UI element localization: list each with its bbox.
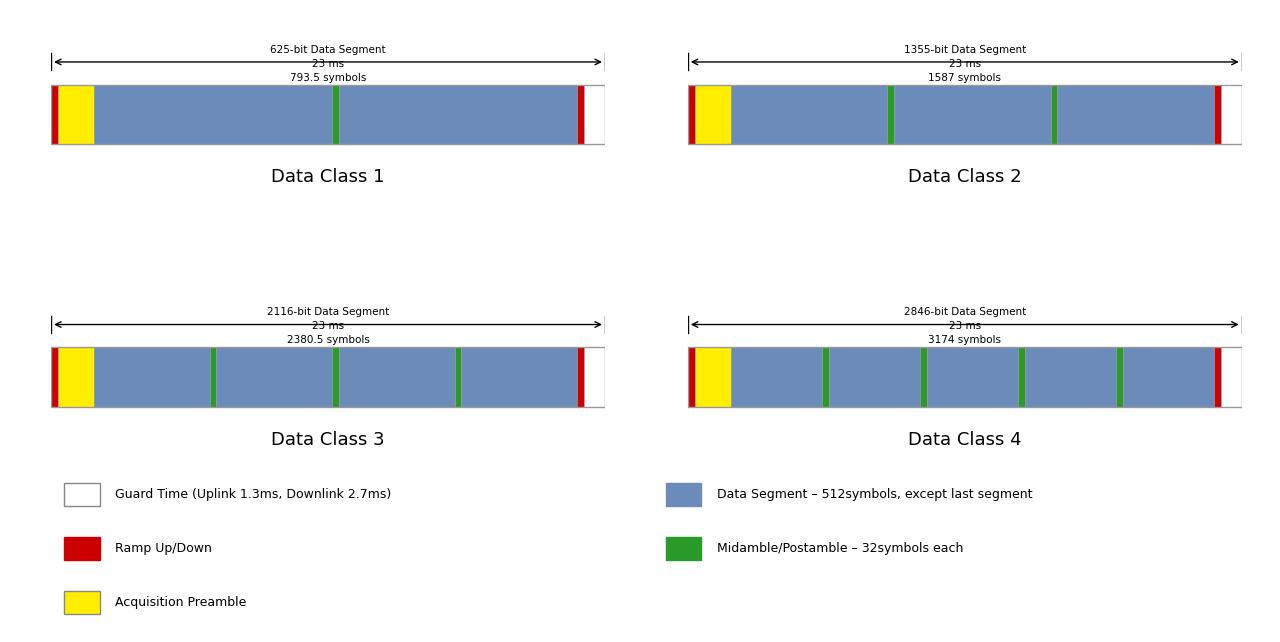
Bar — [1051, 85, 1057, 144]
Bar — [822, 347, 828, 407]
Text: 2846-bit Data Segment
23 ms
3174 symbols: 2846-bit Data Segment 23 ms 3174 symbols — [904, 308, 1025, 345]
Bar — [731, 347, 822, 407]
Bar — [51, 347, 605, 407]
Bar — [64, 591, 100, 614]
Bar — [1213, 85, 1221, 144]
Bar — [687, 347, 1242, 407]
Bar — [339, 85, 577, 144]
Bar — [666, 483, 701, 507]
Bar — [687, 347, 695, 407]
Bar — [731, 85, 887, 144]
Text: Data Class 3: Data Class 3 — [271, 431, 385, 449]
Bar — [1018, 347, 1024, 407]
Text: 2116-bit Data Segment
23 ms
2380.5 symbols: 2116-bit Data Segment 23 ms 2380.5 symbo… — [268, 308, 389, 345]
Bar — [58, 347, 93, 407]
Bar — [893, 85, 1051, 144]
Bar — [1123, 347, 1213, 407]
Bar — [1213, 347, 1221, 407]
Text: Midamble/Postamble – 32symbols each: Midamble/Postamble – 32symbols each — [717, 542, 963, 555]
Bar — [927, 347, 1018, 407]
Text: Guard Time (Uplink 1.3ms, Downlink 2.7ms): Guard Time (Uplink 1.3ms, Downlink 2.7ms… — [115, 488, 392, 501]
Bar — [339, 347, 454, 407]
Bar — [577, 85, 584, 144]
Text: 1355-bit Data Segment
23 ms
1587 symbols: 1355-bit Data Segment 23 ms 1587 symbols — [904, 45, 1025, 83]
Text: Data Segment – 512symbols, except last segment: Data Segment – 512symbols, except last s… — [717, 488, 1032, 501]
Bar — [1116, 347, 1123, 407]
Bar — [51, 85, 605, 144]
Bar — [1057, 85, 1213, 144]
Bar — [210, 347, 216, 407]
Bar — [1024, 347, 1116, 407]
Bar — [1221, 85, 1242, 144]
Bar — [93, 85, 333, 144]
Bar — [461, 347, 577, 407]
Bar — [1221, 347, 1242, 407]
Text: Acquisition Preamble: Acquisition Preamble — [115, 596, 247, 609]
Bar — [584, 347, 605, 407]
Bar — [666, 537, 701, 560]
Bar — [58, 85, 93, 144]
Bar — [64, 537, 100, 560]
Bar — [920, 347, 927, 407]
Bar — [828, 347, 920, 407]
Text: Data Class 2: Data Class 2 — [908, 168, 1021, 186]
Bar — [454, 347, 461, 407]
Bar — [333, 85, 339, 144]
Bar — [93, 347, 210, 407]
Text: Data Class 1: Data Class 1 — [271, 168, 385, 186]
Text: Data Class 4: Data Class 4 — [908, 431, 1021, 449]
Bar — [695, 85, 731, 144]
Bar — [687, 85, 695, 144]
Bar — [584, 85, 605, 144]
Bar — [216, 347, 333, 407]
Bar — [687, 85, 1242, 144]
Bar — [333, 347, 339, 407]
Bar — [695, 347, 731, 407]
Text: Ramp Up/Down: Ramp Up/Down — [115, 542, 212, 555]
Bar — [51, 347, 58, 407]
Bar — [64, 483, 100, 507]
Text: 625-bit Data Segment
23 ms
793.5 symbols: 625-bit Data Segment 23 ms 793.5 symbols — [270, 45, 385, 83]
Bar — [887, 85, 893, 144]
Bar — [51, 85, 58, 144]
Bar — [577, 347, 584, 407]
